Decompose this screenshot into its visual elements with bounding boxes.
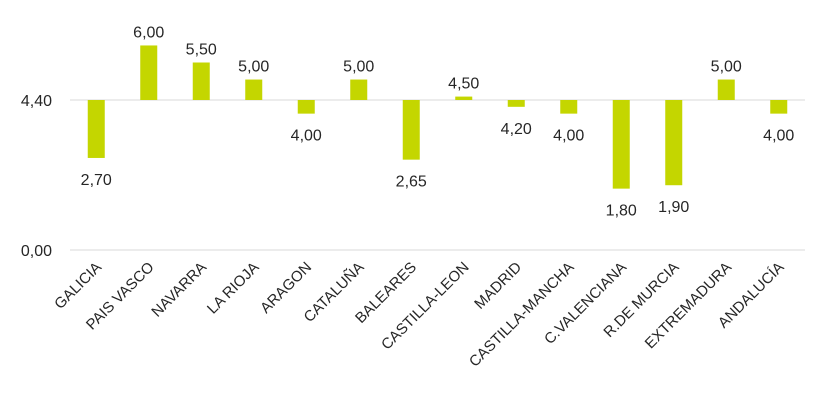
bar [192,62,210,100]
bar [507,100,525,107]
gridlines [70,99,805,251]
y-tick-label: 0,00 [21,243,52,260]
bar [717,79,735,100]
bar [350,79,368,100]
bar [245,79,263,100]
x-tick-label: CASTILLA-MANCHA [466,259,578,371]
data-labels: 2,70 6,00 5,50 5,00 4,00 5,00 2,65 4,50 4,20 4,00… [81,24,795,219]
bar [455,96,473,100]
data-label: 4,00 [763,128,794,145]
bar [612,100,630,189]
data-label: 6,00 [133,24,164,41]
x-tick-label: MADRID [471,259,525,313]
data-label: 1,80 [606,203,637,220]
data-label: 4,50 [448,76,479,93]
y-tick-label: 4,40 [21,93,52,110]
data-label: 1,90 [658,199,689,216]
bars [87,45,788,189]
bar [770,100,788,114]
data-label: 4,00 [291,128,322,145]
bar [297,100,315,114]
bar [560,100,578,114]
x-tick-label: NAVARRA [148,259,210,321]
data-label: 2,65 [396,174,427,191]
bar [402,100,420,160]
y-axis-tick-labels: 0,00 4,40 [21,93,52,260]
data-label: 2,70 [81,172,112,189]
x-tick-label: CASTILLA-LEON [378,259,473,354]
bar [87,100,105,158]
data-label: 5,00 [238,59,269,76]
data-label: 5,50 [186,42,217,59]
x-tick-label: GALICIA [51,259,105,313]
bar [140,45,158,100]
x-tick-label: LA RIOJA [204,259,263,318]
data-label: 5,00 [343,59,374,76]
bar [665,100,683,186]
data-label: 5,00 [711,59,742,76]
data-label: 4,00 [553,128,584,145]
data-label: 4,20 [501,121,532,138]
